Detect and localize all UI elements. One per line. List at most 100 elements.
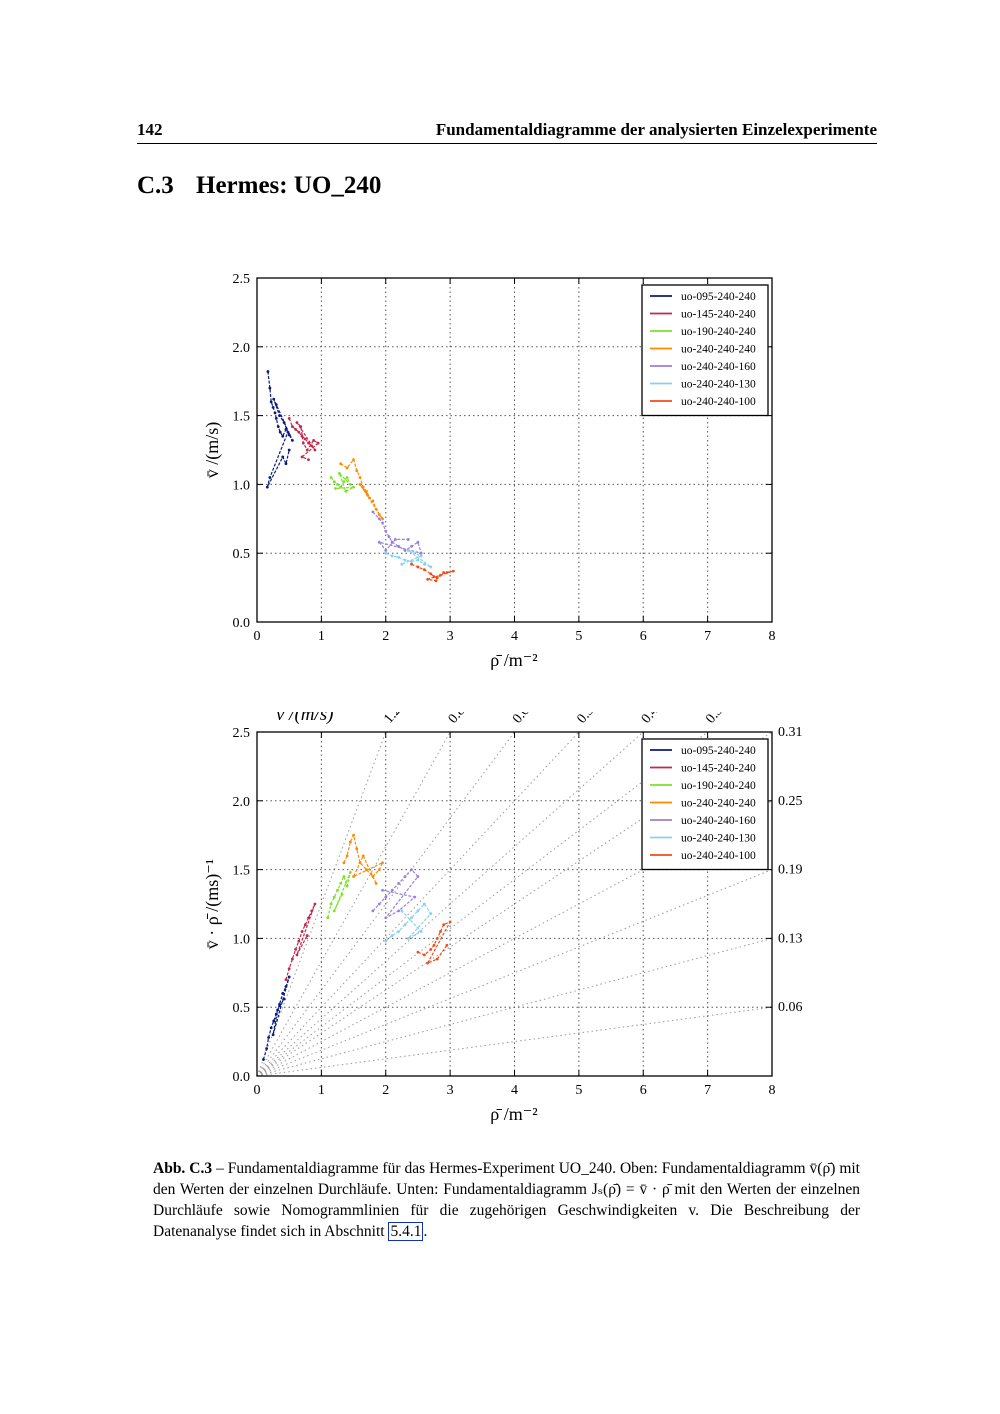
data-point xyxy=(435,937,439,940)
data-point xyxy=(266,370,270,373)
y-tick-label: 0.5 xyxy=(233,1001,251,1016)
data-point xyxy=(348,870,352,874)
data-point xyxy=(384,939,388,943)
data-point xyxy=(403,875,407,878)
data-point xyxy=(426,577,429,581)
data-point xyxy=(281,455,285,459)
series-trace xyxy=(385,903,432,942)
data-point xyxy=(435,957,439,961)
data-point xyxy=(397,555,401,559)
legend-label: uo-145-240-240 xyxy=(681,309,756,321)
data-point xyxy=(310,444,314,448)
x-tick-label: 8 xyxy=(769,629,776,644)
section-heading: C.3 Hermes: UO_240 xyxy=(137,172,381,200)
data-point xyxy=(281,434,285,438)
data-point xyxy=(403,549,407,552)
data-point xyxy=(332,895,336,899)
data-point xyxy=(269,400,273,404)
data-point xyxy=(422,568,426,572)
caption-text: – Fundamentaldiagramme für das Hermes-Ex… xyxy=(153,1160,860,1240)
data-point xyxy=(274,416,278,420)
x-tick-label: 0 xyxy=(254,629,261,644)
data-point xyxy=(429,572,433,576)
data-point xyxy=(381,517,384,521)
series-trace xyxy=(417,921,451,964)
data-point xyxy=(397,544,401,548)
data-point xyxy=(271,405,275,409)
data-point xyxy=(377,513,381,517)
data-point xyxy=(274,1012,278,1016)
data-point xyxy=(361,854,365,858)
data-point xyxy=(291,438,294,442)
data-point xyxy=(342,861,346,865)
y-tick-label: 1.0 xyxy=(233,478,251,493)
data-point xyxy=(303,923,307,927)
data-point xyxy=(345,884,349,888)
data-point xyxy=(342,480,346,484)
data-point xyxy=(410,868,413,871)
legend-label: uo-240-240-130 xyxy=(681,379,756,391)
nomogram-label: 0.83 xyxy=(446,712,473,727)
figure-caption: Abb. C.3 – Fundamentaldiagramme für das … xyxy=(153,1158,860,1242)
data-point xyxy=(276,1008,279,1012)
y-tick-label: 2.5 xyxy=(233,726,251,741)
data-point xyxy=(284,978,288,982)
data-point xyxy=(406,937,410,940)
plot-frame xyxy=(256,277,773,623)
data-point xyxy=(307,441,310,445)
plot-frame xyxy=(256,731,773,1077)
data-point xyxy=(410,544,413,548)
x-tick-label: 8 xyxy=(769,1083,776,1098)
velocity-density-chart: 0 1 2 3 4 5 6 7 8 0.0 0.5 1.0 1.5 2.0 2.5 ρ̄ /m⁻² v̄ /(m… xyxy=(202,272,776,670)
data-point xyxy=(282,421,286,424)
data-point xyxy=(287,416,291,420)
data-point xyxy=(416,950,420,954)
series-trace xyxy=(411,563,454,582)
data-point xyxy=(272,1019,276,1023)
data-point xyxy=(374,507,378,511)
data-point xyxy=(422,953,426,957)
data-point xyxy=(291,957,294,961)
data-point xyxy=(281,992,285,995)
nomogram-label: 0.13 xyxy=(778,931,803,946)
nomogram-label: 0.06 xyxy=(778,1000,803,1015)
caption-label: Abb. C.3 xyxy=(153,1160,213,1177)
legend-label: uo-240-240-130 xyxy=(681,833,756,845)
section-reference-link[interactable]: 5.4.1 xyxy=(388,1222,424,1241)
x-tick-label: 2 xyxy=(382,1083,389,1098)
data-point xyxy=(329,902,333,906)
data-point xyxy=(345,476,349,479)
data-point xyxy=(284,427,288,431)
data-point xyxy=(295,953,299,957)
data-point xyxy=(422,562,426,566)
x-tick-label: 2 xyxy=(382,629,389,644)
legend-label: uo-095-240-240 xyxy=(681,745,756,757)
y-tick-label: 2.5 xyxy=(233,272,251,287)
data-point xyxy=(326,916,330,920)
data-point xyxy=(361,485,365,489)
data-point xyxy=(271,1033,275,1037)
data-point xyxy=(371,510,375,514)
data-point xyxy=(442,571,446,574)
data-point xyxy=(406,549,410,552)
data-point xyxy=(355,847,359,851)
data-point xyxy=(297,939,301,943)
data-point xyxy=(400,562,404,566)
data-point xyxy=(348,483,352,486)
x-tick-label: 7 xyxy=(704,1083,711,1098)
data-point xyxy=(313,902,317,906)
data-point xyxy=(307,916,310,920)
data-point xyxy=(390,888,394,892)
data-point xyxy=(390,554,394,558)
data-point xyxy=(435,576,439,580)
data-point xyxy=(265,1047,269,1050)
data-point xyxy=(365,868,368,871)
data-point xyxy=(286,430,290,434)
data-point xyxy=(278,430,282,434)
data-point xyxy=(274,403,278,406)
data-point xyxy=(368,496,372,500)
data-point xyxy=(377,540,381,544)
nomogram-label: 0.19 xyxy=(778,863,803,878)
nomogram-label: 1.25 xyxy=(381,712,408,727)
data-point xyxy=(377,868,381,871)
